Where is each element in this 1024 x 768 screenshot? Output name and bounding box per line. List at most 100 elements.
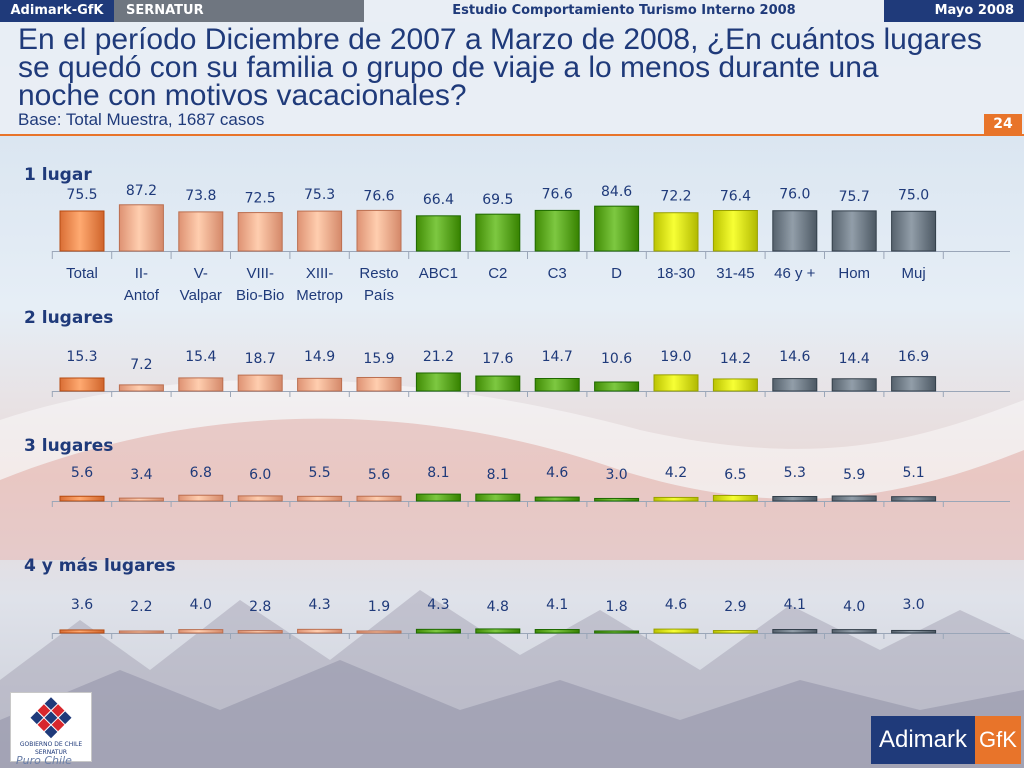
value-label-1-3: 72.5 (245, 191, 276, 207)
value-label-3-9: 3.0 (605, 467, 627, 483)
category-label-3-0: VIII- (246, 265, 274, 282)
category-label-2-0: V- (194, 265, 208, 282)
bar-3-12 (772, 495, 818, 502)
bar-4-13 (831, 629, 877, 634)
bar-1-2 (178, 211, 224, 252)
value-label-3-7: 8.1 (487, 467, 509, 483)
value-label-2-0: 15.3 (66, 349, 97, 365)
bar-4-0 (59, 629, 105, 634)
bar-2-2 (178, 377, 224, 392)
value-label-4-13: 4.0 (843, 599, 865, 615)
value-label-1-6: 66.4 (423, 192, 454, 208)
header-divider (0, 134, 1024, 136)
category-label-2-1: Valpar (180, 287, 222, 304)
category-label-8-0: C3 (548, 265, 567, 282)
bar-2-13 (831, 378, 877, 392)
value-label-1-11: 76.4 (720, 189, 751, 205)
gobierno-logo: GOBIERNO DE CHILE SERNATUR (10, 692, 92, 762)
gobierno-emblem-icon (30, 697, 72, 739)
bar-4-5 (356, 630, 402, 634)
value-label-4-6: 4.3 (427, 597, 449, 613)
bar-3-1 (118, 497, 164, 502)
value-label-2-4: 14.9 (304, 349, 335, 365)
bar-2-4 (297, 377, 343, 392)
value-label-4-7: 4.8 (487, 599, 509, 615)
category-label-13-0: Hom (838, 265, 870, 282)
category-label-4-1: Metrop (296, 287, 343, 304)
value-label-4-5: 1.9 (368, 599, 390, 615)
value-label-3-10: 4.2 (665, 465, 687, 481)
panel-title-2: 2 lugares (24, 308, 113, 328)
value-label-3-1: 3.4 (130, 467, 152, 483)
slide-header: En el período Diciembre de 2007 a Marzo … (0, 22, 1024, 134)
category-label-9-0: D (611, 265, 622, 282)
value-label-1-5: 76.6 (363, 188, 394, 204)
value-label-4-3: 2.8 (249, 599, 271, 615)
title-line-3: noche con motivos vacacionales? (18, 79, 467, 112)
bar-1-11 (712, 210, 758, 252)
bar-3-5 (356, 495, 402, 502)
bar-2-7 (475, 375, 521, 392)
value-label-4-0: 3.6 (71, 597, 93, 613)
value-label-3-12: 5.3 (784, 465, 806, 481)
bar-1-5 (356, 209, 402, 252)
value-label-1-14: 75.0 (898, 187, 929, 203)
value-label-2-8: 14.7 (542, 349, 573, 365)
category-label-3-1: Bio-Bio (236, 287, 284, 304)
bar-1-12 (772, 210, 818, 252)
bar-4-7 (475, 628, 521, 634)
value-label-2-2: 15.4 (185, 349, 216, 365)
category-label-12-0: 46 y + (774, 265, 816, 282)
title-line-1: En el período Diciembre de 2007 a Marzo … (18, 23, 982, 56)
bar-2-0 (59, 377, 105, 392)
category-label-0-0: Total (66, 265, 98, 282)
bar-2-11 (712, 378, 758, 392)
bar-4-3 (237, 630, 283, 634)
value-label-3-4: 5.5 (308, 465, 330, 481)
bar-1-3 (237, 212, 283, 252)
value-label-2-9: 10.6 (601, 351, 632, 367)
bar-4-10 (653, 628, 699, 634)
value-label-3-13: 5.9 (843, 467, 865, 483)
slide-title: En el período Diciembre de 2007 a Marzo … (18, 23, 1018, 112)
category-label-14-0: Muj (902, 265, 926, 282)
category-label-11-0: 31-45 (716, 265, 754, 282)
bar-2-10 (653, 374, 699, 392)
bar-4-1 (118, 630, 164, 634)
bar-3-8 (534, 496, 580, 502)
value-label-2-12: 14.6 (779, 349, 810, 365)
bar-4-2 (178, 629, 224, 634)
value-label-1-0: 75.5 (66, 187, 97, 203)
panel-title-3: 3 lugares (24, 436, 113, 456)
value-label-4-8: 4.1 (546, 597, 568, 613)
bar-1-10 (653, 212, 699, 252)
bar-1-0 (59, 210, 105, 252)
bar-4-12 (772, 629, 818, 634)
bar-3-14 (891, 496, 937, 502)
value-label-2-13: 14.4 (839, 351, 870, 367)
value-label-1-10: 72.2 (660, 189, 691, 205)
bar-3-9 (594, 497, 640, 502)
value-label-4-12: 4.1 (784, 597, 806, 613)
slide-subtitle: Base: Total Muestra, 1687 casos (18, 110, 265, 129)
value-label-1-9: 84.6 (601, 184, 632, 200)
value-label-4-2: 4.0 (190, 597, 212, 613)
bar-4-9 (594, 630, 640, 634)
value-label-1-2: 73.8 (185, 188, 216, 204)
bar-3-7 (475, 493, 521, 502)
brand-label: Adimark-GfK (0, 0, 114, 22)
bar-4-11 (712, 630, 758, 634)
value-label-3-2: 6.8 (190, 465, 212, 481)
bar-3-3 (237, 495, 283, 502)
bar-4-6 (415, 628, 461, 634)
bar-2-6 (415, 372, 461, 392)
bar-2-12 (772, 378, 818, 392)
value-label-2-6: 21.2 (423, 349, 454, 365)
value-label-4-9: 1.8 (605, 599, 627, 615)
bar-2-14 (891, 376, 937, 392)
value-label-1-1: 87.2 (126, 183, 157, 199)
value-label-4-10: 4.6 (665, 597, 687, 613)
bar-1-14 (891, 210, 937, 252)
bar-3-10 (653, 496, 699, 502)
